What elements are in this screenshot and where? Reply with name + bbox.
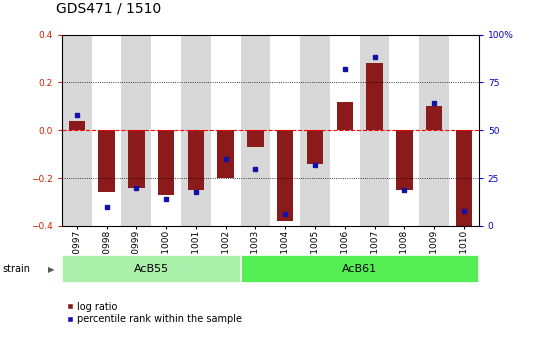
Bar	[151, 34, 181, 226]
Bar	[240, 34, 270, 226]
Bar	[181, 34, 211, 226]
Bar	[91, 34, 122, 226]
Bar	[270, 34, 300, 226]
Bar	[390, 34, 419, 226]
Bar	[217, 130, 234, 178]
Bar	[396, 130, 413, 190]
Bar	[300, 34, 330, 226]
Bar	[247, 130, 264, 147]
Bar	[158, 130, 174, 195]
Legend: log ratio, percentile rank within the sample: log ratio, percentile rank within the sa…	[67, 302, 243, 325]
Bar	[426, 106, 442, 130]
Text: GDS471 / 1510: GDS471 / 1510	[56, 1, 162, 16]
Text: strain: strain	[3, 264, 31, 274]
Bar	[122, 34, 151, 226]
Bar	[456, 130, 472, 226]
Bar	[68, 121, 85, 130]
Bar	[62, 34, 91, 226]
Text: ▶: ▶	[48, 265, 55, 274]
Bar	[211, 34, 240, 226]
Bar	[360, 34, 390, 226]
Bar	[419, 34, 449, 226]
Text: AcB55: AcB55	[133, 264, 169, 274]
Bar	[307, 130, 323, 164]
Bar	[98, 130, 115, 193]
Bar	[277, 130, 293, 221]
Bar	[128, 130, 145, 188]
Bar	[366, 63, 383, 130]
Bar	[449, 34, 479, 226]
Bar	[330, 34, 360, 226]
Bar	[62, 255, 240, 283]
Bar	[240, 255, 479, 283]
Bar	[337, 101, 353, 130]
Bar	[188, 130, 204, 190]
Text: AcB61: AcB61	[342, 264, 377, 274]
